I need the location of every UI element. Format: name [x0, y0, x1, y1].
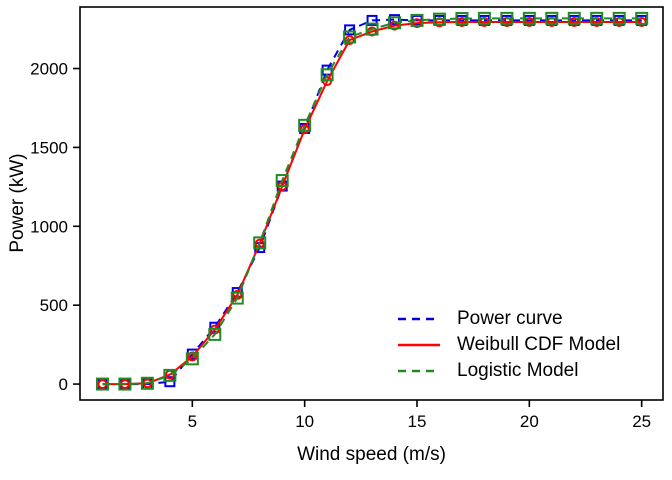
data-point-marker-logistic-model — [612, 11, 626, 25]
data-point-marker-logistic-model — [230, 291, 244, 305]
data-point-marker-weibull-cdf-model — [389, 20, 400, 31]
data-point-marker-logistic-model — [567, 11, 581, 25]
data-point-marker-logistic-model — [545, 11, 559, 25]
data-point-marker-logistic-model — [635, 11, 649, 25]
legend-label-logistic-model: Logistic Model — [457, 360, 579, 381]
y-axis: 0 500 1000 1500 2000 — [30, 60, 80, 394]
data-point-marker-logistic-model — [477, 11, 491, 25]
legend-line-sample-weibull-cdf-model — [398, 343, 440, 347]
x-tick-label: 5 — [188, 412, 197, 431]
data-point-marker-logistic-model — [163, 368, 177, 382]
series-line-weibull-cdf-model — [102, 21, 642, 386]
y-tick-label: 0 — [59, 375, 68, 394]
data-point-marker-power-curve — [344, 24, 356, 36]
data-point-marker-weibull-cdf-model — [524, 16, 535, 27]
data-point-marker-power-curve — [366, 14, 378, 26]
data-point-marker-logistic-model — [140, 376, 154, 390]
data-point-marker-weibull-cdf-model — [411, 18, 422, 29]
y-tick-label: 1500 — [30, 138, 68, 157]
data-point-marker-weibull-cdf-model — [569, 16, 580, 27]
legend-label-weibull-cdf-model: Weibull CDF Model — [457, 334, 621, 355]
legend-label-power-curve: Power curve — [457, 308, 563, 329]
plot-border — [79, 6, 664, 401]
x-tick-label: 25 — [632, 412, 651, 431]
data-point-marker-logistic-model — [590, 11, 604, 25]
data-point-marker-power-curve — [209, 321, 221, 333]
data-point-marker-logistic-model — [455, 12, 469, 26]
data-point-marker-logistic-model — [208, 327, 222, 341]
data-point-marker-logistic-model — [432, 12, 446, 26]
legend-item-weibull-cdf-model: Weibull CDF Model — [398, 332, 620, 358]
x-axis-title: Wind speed (m/s) — [297, 444, 446, 465]
data-point-marker-logistic-model — [275, 174, 289, 188]
series-logistic-model — [95, 11, 649, 391]
data-point-marker-logistic-model — [388, 16, 402, 30]
x-axis: 5 10 15 20 25 — [188, 400, 651, 431]
data-point-marker-weibull-cdf-model — [142, 378, 153, 389]
data-point-marker-logistic-model — [500, 11, 514, 25]
data-point-marker-logistic-model — [118, 377, 132, 391]
data-point-marker-logistic-model — [253, 236, 267, 250]
x-tick-label: 20 — [520, 412, 539, 431]
y-axis-title: Power (kW) — [7, 153, 28, 253]
legend: Power curve Weibull CDF Model Logistic M… — [398, 306, 620, 384]
data-point-marker-weibull-cdf-model — [344, 35, 355, 46]
series-line-logistic-model — [102, 17, 642, 386]
y-tick-label: 2000 — [30, 60, 68, 79]
y-tick-label: 1000 — [30, 217, 68, 236]
data-point-marker-logistic-model — [522, 11, 536, 25]
data-point-marker-logistic-model — [320, 68, 334, 82]
y-tick-label: 500 — [40, 296, 68, 315]
legend-item-power-curve: Power curve — [398, 306, 620, 332]
legend-line-sample-power-curve — [398, 317, 440, 321]
data-point-marker-weibull-cdf-model — [456, 16, 467, 27]
data-point-marker-logistic-model — [410, 13, 424, 27]
data-point-marker-logistic-model — [365, 22, 379, 36]
legend-line-sample-logistic-model — [398, 369, 440, 373]
data-point-marker-logistic-model — [185, 352, 199, 366]
data-point-marker-weibull-cdf-model — [636, 16, 647, 27]
data-point-marker-logistic-model — [95, 377, 109, 391]
data-point-marker-logistic-model — [343, 30, 357, 44]
data-point-marker-weibull-cdf-model — [299, 124, 310, 135]
legend-item-logistic-model: Logistic Model — [398, 358, 620, 384]
x-tick-label: 10 — [295, 412, 314, 431]
data-point-marker-logistic-model — [298, 118, 312, 132]
x-tick-label: 15 — [408, 412, 427, 431]
